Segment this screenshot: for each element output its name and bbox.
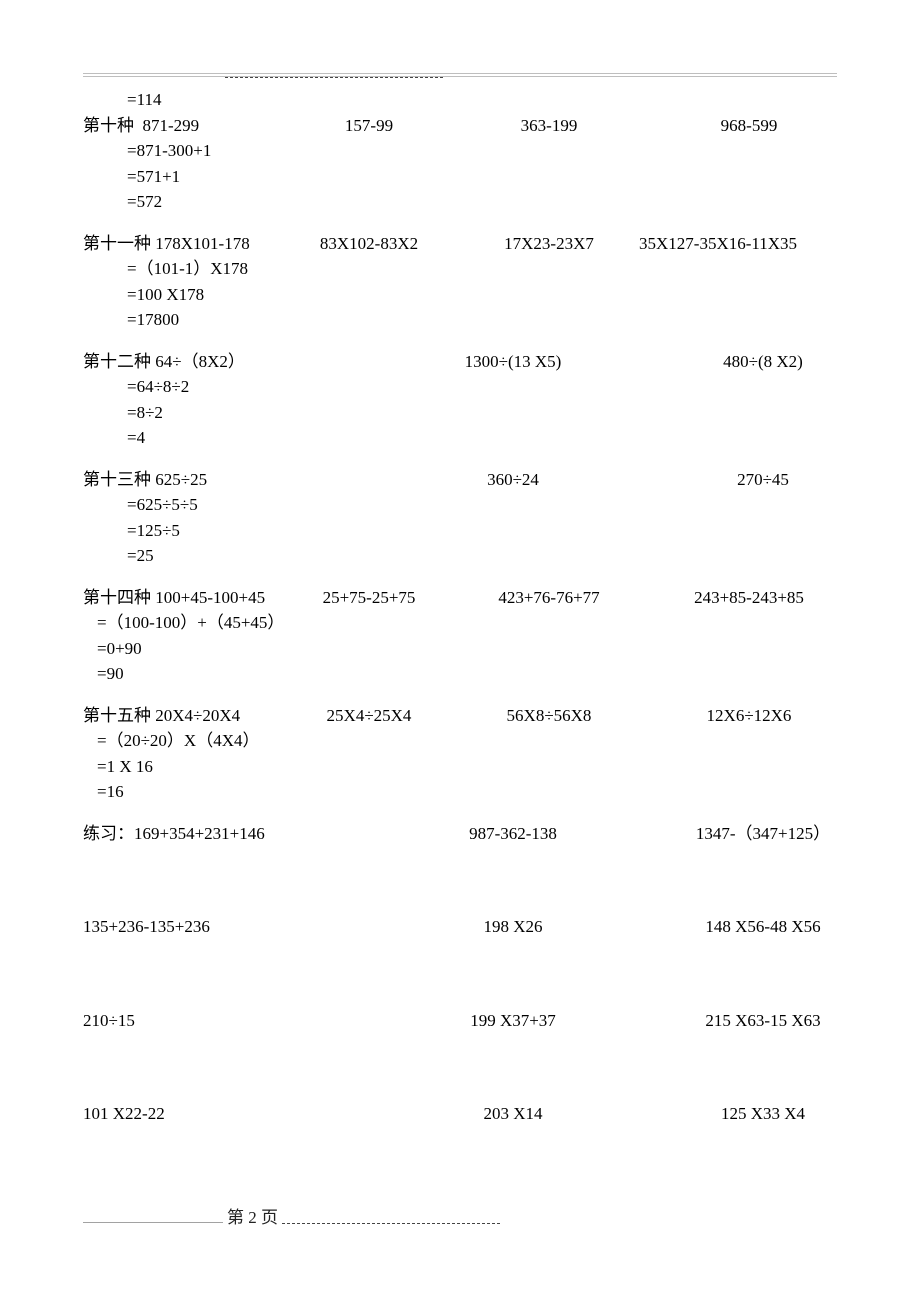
s15-work-3: =16	[83, 779, 890, 805]
s12-work-3: =4	[83, 425, 890, 451]
s11-work-1: =（101-1）X178	[83, 256, 890, 282]
section-12: 第十二种 64÷（8X2） 1300÷(13 X5) 480÷(8 X2) =6…	[83, 349, 890, 451]
section-10: 第十种 871-299 157-99 363-199 968-599 =871-…	[83, 113, 890, 215]
s10-work-1: =871-300+1	[83, 138, 890, 164]
content: =114 第十种 871-299 157-99 363-199 968-599 …	[83, 87, 890, 1195]
s15-work-2: =1 X 16	[83, 754, 890, 780]
s13-col1-l1: 第十三种 625÷25	[83, 467, 383, 493]
header-rule	[83, 73, 837, 77]
s15-col3: 56X8÷56X8	[459, 703, 639, 729]
s14-work-1: =（100-100）+（45+45）	[83, 610, 890, 636]
s11-col4: 35X127-35X16-11X35	[639, 231, 859, 257]
s14-work-2: =0+90	[83, 636, 890, 662]
s13-col2: 360÷24	[383, 467, 643, 493]
header-dash	[225, 77, 443, 78]
section-13: 第十三种 625÷25 360÷24 270÷45 =625÷5÷5 =125÷…	[83, 467, 890, 569]
s13-work-1: =625÷5÷5	[83, 492, 890, 518]
s11-col1-l1: 第十一种 178X101-178	[83, 231, 279, 257]
practice-row3-c3: 215 X63-15 X63	[653, 1008, 873, 1034]
practice-row4-c1: 101 X22-22	[83, 1101, 373, 1127]
practice-row1-c1: 练习：169+354+231+146	[83, 821, 373, 847]
s10-col4: 968-599	[639, 113, 859, 139]
practice-row2-c2: 198 X26	[373, 914, 653, 940]
s14-work-3: =90	[83, 661, 890, 687]
s10-work-2: =571+1	[83, 164, 890, 190]
s12-col3: 480÷(8 X2)	[643, 349, 883, 375]
s15-col4: 12X6÷12X6	[639, 703, 859, 729]
s12-work-2: =8÷2	[83, 400, 890, 426]
practice-row3-c2: 199 X37+37	[373, 1008, 653, 1034]
s14-col2: 25+75-25+75	[279, 585, 459, 611]
section-15: 第十五种 20X4÷20X4 25X4÷25X4 56X8÷56X8 12X6÷…	[83, 703, 890, 805]
s15-col2: 25X4÷25X4	[279, 703, 459, 729]
footer-dash-right	[282, 1223, 500, 1224]
s10-work-3: =572	[83, 189, 890, 215]
page-footer: 第 2 页	[83, 1205, 837, 1231]
footer-underline-left	[83, 1212, 223, 1223]
practice-row1-c2: 987-362-138	[373, 821, 653, 847]
practice-row3-c1: 210÷15	[83, 1008, 373, 1034]
residual-line: =114	[83, 87, 890, 113]
s15-col1-l1: 第十五种 20X4÷20X4	[83, 703, 279, 729]
practice-block: 练习：169+354+231+146 987-362-138 1347-（347…	[83, 821, 890, 1127]
practice-row4-c2: 203 X14	[373, 1101, 653, 1127]
s14-col4: 243+85-243+85	[639, 585, 859, 611]
s10-col2: 157-99	[279, 113, 459, 139]
s10-col3: 363-199	[459, 113, 639, 139]
s14-col1-l1: 第十四种 100+45-100+45	[83, 585, 279, 611]
s11-col3: 17X23-23X7	[459, 231, 639, 257]
practice-row1-c3: 1347-（347+125）	[653, 821, 873, 847]
s10-col1-l1: 第十种 871-299	[83, 113, 279, 139]
s15-work-1: =（20÷20）X（4X4）	[83, 728, 890, 754]
s11-col2: 83X102-83X2	[279, 231, 459, 257]
page-number: 第 2 页	[223, 1205, 282, 1231]
page: =114 第十种 871-299 157-99 363-199 968-599 …	[0, 0, 920, 1302]
s13-work-3: =25	[83, 543, 890, 569]
practice-row2-c3: 148 X56-48 X56	[653, 914, 873, 940]
s12-col1-l1: 第十二种 64÷（8X2）	[83, 349, 383, 375]
section-11: 第十一种 178X101-178 83X102-83X2 17X23-23X7 …	[83, 231, 890, 333]
s11-work-3: =17800	[83, 307, 890, 333]
section-14: 第十四种 100+45-100+45 25+75-25+75 423+76-76…	[83, 585, 890, 687]
s13-col3: 270÷45	[643, 467, 883, 493]
practice-row4-c3: 125 X33 X4	[653, 1101, 873, 1127]
s12-col2: 1300÷(13 X5)	[383, 349, 643, 375]
s12-work-1: =64÷8÷2	[83, 374, 890, 400]
practice-row2-c1: 135+236-135+236	[83, 914, 373, 940]
s13-work-2: =125÷5	[83, 518, 890, 544]
s11-work-2: =100 X178	[83, 282, 890, 308]
s14-col3: 423+76-76+77	[459, 585, 639, 611]
